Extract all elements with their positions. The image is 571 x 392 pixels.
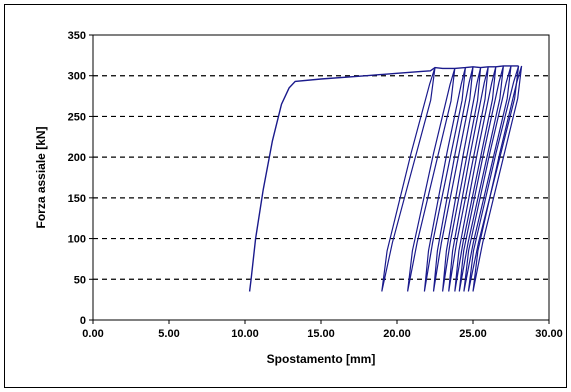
cycle-line (407, 68, 456, 292)
y-tick-label: 100 (68, 234, 86, 246)
y-tick-label: 200 (68, 152, 86, 164)
y-tick-label: 50 (74, 274, 86, 286)
cycle-line (381, 67, 436, 292)
x-tick-label: 10.00 (231, 328, 259, 340)
cycle-line (467, 65, 520, 292)
cycle-line (423, 67, 466, 292)
y-tick-label: 250 (68, 111, 86, 123)
plot-area (92, 34, 550, 321)
y-tick-label: 350 (68, 30, 86, 42)
chart-frame: 0 50 100 150 200 250 300 350 0.00 5.00 10.00 15.00 2… (4, 4, 567, 388)
x-tick-label: 30.00 (535, 328, 563, 340)
y-axis-label: Forza assiale [kN] (34, 126, 48, 228)
cycle-line (432, 66, 474, 292)
y-tick-label: 300 (68, 71, 86, 83)
cycle-line (454, 66, 497, 292)
y-tick-label: 0 (80, 315, 86, 327)
y-tick-label: 150 (68, 193, 86, 205)
x-axis-label: Spostamento [mm] (267, 352, 376, 366)
series-line (248, 65, 519, 292)
x-tick-label: 15.00 (307, 328, 335, 340)
cycle-line (458, 65, 504, 292)
x-tick-label: 20.00 (383, 328, 411, 340)
cycle-line (442, 67, 482, 292)
chart-svg: 0 50 100 150 200 250 300 350 0.00 5.00 10.00 15.00 2… (34, 30, 563, 366)
cycle-line (463, 65, 512, 292)
x-tick-label: 0.00 (82, 328, 103, 340)
cycle-line (448, 66, 489, 292)
x-tick-label: 25.00 (459, 328, 487, 340)
cycle-line (472, 65, 523, 292)
x-tick-label: 5.00 (158, 328, 179, 340)
